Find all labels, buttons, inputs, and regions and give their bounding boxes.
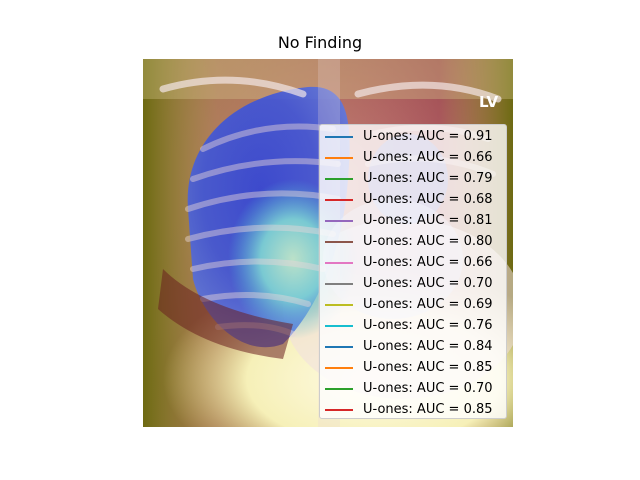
- legend-line-swatch: [325, 324, 353, 327]
- legend-entry: U-ones: AUC = 0.68: [320, 189, 506, 210]
- legend-line-swatch: [325, 408, 353, 411]
- legend-line-swatch: [325, 345, 353, 348]
- legend-label: U-ones: AUC = 0.81: [363, 213, 493, 228]
- legend-entry: U-ones: AUC = 0.66: [320, 147, 506, 168]
- legend-label: U-ones: AUC = 0.76: [363, 318, 493, 333]
- legend-label: U-ones: AUC = 0.70: [363, 276, 493, 291]
- legend-entry: U-ones: AUC = 0.85: [320, 399, 506, 420]
- legend-line-swatch: [325, 156, 353, 159]
- legend-label: U-ones: AUC = 0.66: [363, 255, 493, 270]
- legend-line-swatch: [325, 135, 353, 138]
- legend-label: U-ones: AUC = 0.80: [363, 234, 493, 249]
- legend-label: U-ones: AUC = 0.84: [363, 339, 493, 354]
- legend-entry: U-ones: AUC = 0.79: [320, 168, 506, 189]
- figure-title: No Finding: [277, 33, 363, 52]
- legend-line-swatch: [325, 303, 353, 306]
- legend-entry: U-ones: AUC = 0.91: [320, 126, 506, 147]
- legend-line-swatch: [325, 177, 353, 180]
- legend-line-swatch: [325, 240, 353, 243]
- legend-line-swatch: [325, 219, 353, 222]
- legend-entry: U-ones: AUC = 0.85: [320, 357, 506, 378]
- legend-entry: U-ones: AUC = 0.84: [320, 336, 506, 357]
- legend-label: U-ones: AUC = 0.79: [363, 171, 493, 186]
- legend-entry: U-ones: AUC = 0.69: [320, 294, 506, 315]
- legend-entry: U-ones: AUC = 0.76: [320, 315, 506, 336]
- legend-label: U-ones: AUC = 0.68: [363, 192, 493, 207]
- legend-line-swatch: [325, 198, 353, 201]
- legend-entry: U-ones: AUC = 0.80: [320, 231, 506, 252]
- legend-entry: U-ones: AUC = 0.81: [320, 210, 506, 231]
- legend-line-swatch: [325, 387, 353, 390]
- legend: U-ones: AUC = 0.91 U-ones: AUC = 0.66 U-on…: [319, 124, 507, 419]
- legend-label: U-ones: AUC = 0.70: [363, 381, 493, 396]
- legend-entry: U-ones: AUC = 0.70: [320, 378, 506, 399]
- legend-label: U-ones: AUC = 0.69: [363, 297, 493, 312]
- legend-line-swatch: [325, 282, 353, 285]
- legend-label: U-ones: AUC = 0.85: [363, 360, 493, 375]
- legend-entry: U-ones: AUC = 0.66: [320, 252, 506, 273]
- legend-label: U-ones: AUC = 0.91: [363, 129, 493, 144]
- legend-line-swatch: [325, 261, 353, 264]
- legend-label: U-ones: AUC = 0.66: [363, 150, 493, 165]
- legend-entry: U-ones: AUC = 0.70: [320, 273, 506, 294]
- legend-line-swatch: [325, 366, 353, 369]
- legend-label: U-ones: AUC = 0.85: [363, 402, 493, 417]
- xray-marker-text: LV: [479, 93, 498, 111]
